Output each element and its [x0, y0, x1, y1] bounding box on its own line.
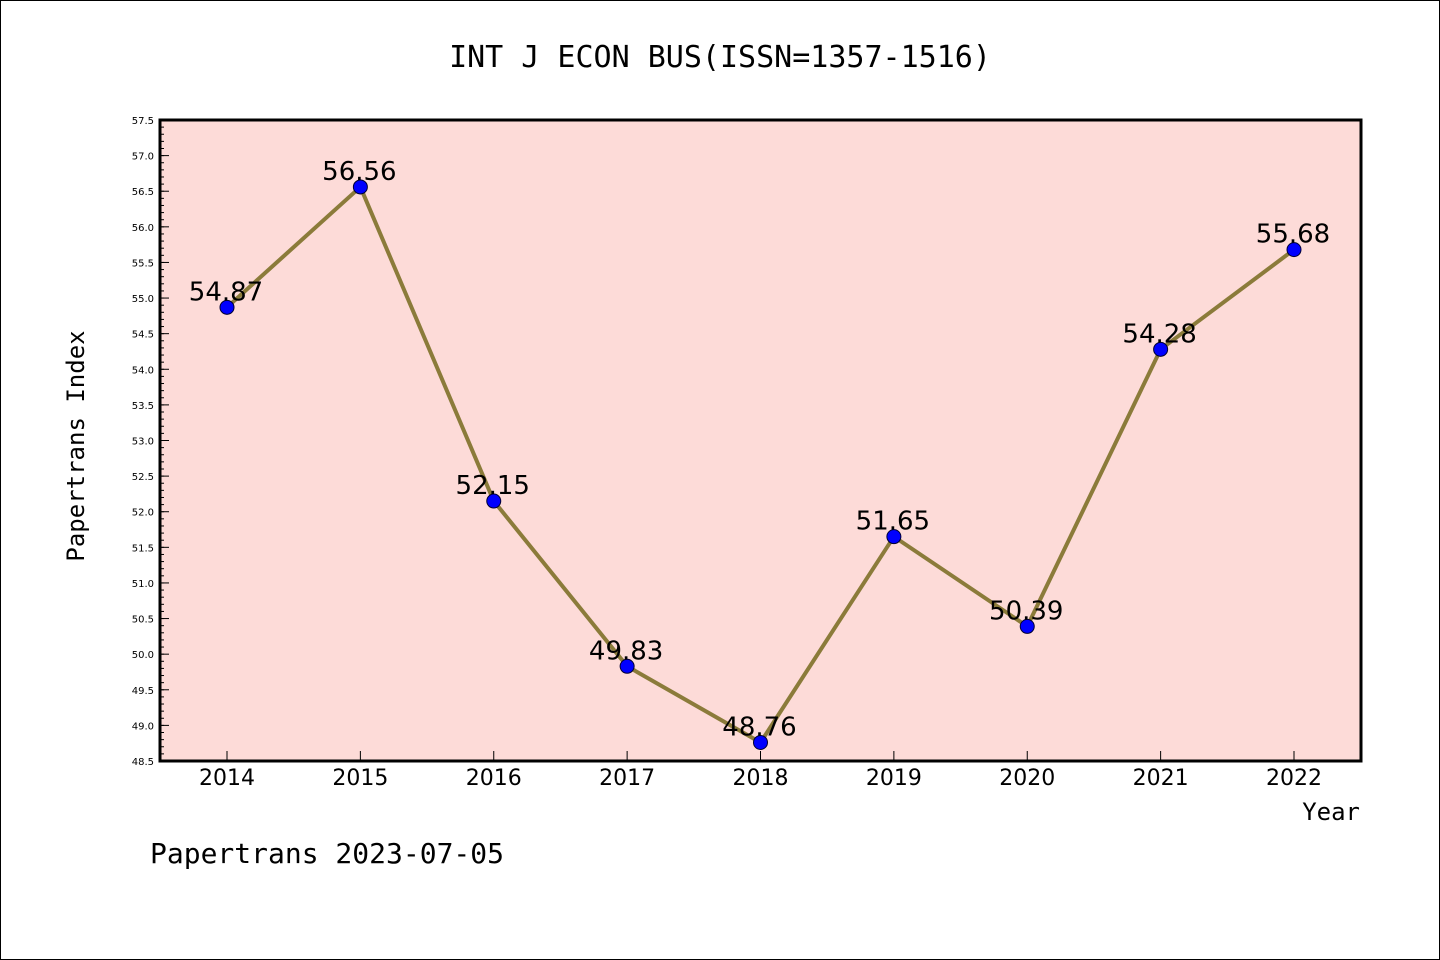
x-tick-label: 2018	[733, 766, 789, 791]
x-axis-label: Year	[1302, 798, 1360, 826]
data-point	[486, 493, 502, 509]
y-tick-label: 49.0	[132, 721, 154, 732]
y-tick-label: 54.0	[132, 365, 154, 376]
data-point	[1286, 242, 1302, 258]
y-tick-label: 51.5	[132, 543, 154, 554]
y-tick-label: 54.5	[132, 330, 154, 341]
data-label: 50.39	[989, 596, 1063, 626]
data-point	[619, 658, 635, 674]
x-tick-label: 2019	[866, 766, 922, 791]
x-tick-label: 2021	[1133, 766, 1189, 791]
y-tick-label: 52.0	[132, 508, 154, 519]
y-tick-label: 49.5	[132, 686, 154, 697]
y-tick-label: 52.5	[132, 472, 154, 483]
data-point	[219, 299, 235, 315]
data-point	[1019, 618, 1035, 634]
y-tick-label: 48.5	[132, 757, 154, 768]
y-axis-ticks: 48.5 49.0 49.5 50.0 50.5 51.0 51.5 52.0 52.5 53.0…	[132, 116, 169, 768]
x-tick-label: 2014	[199, 766, 255, 791]
y-axis-label: Papertrans Index	[62, 330, 90, 561]
y-tick-label: 57.5	[132, 116, 154, 127]
y-tick-label: 55.0	[132, 294, 154, 305]
chart-title: INT J ECON BUS(ISSN=1357-1516)	[449, 40, 991, 75]
data-label: 52.15	[456, 471, 530, 501]
plot-border	[158, 118, 1363, 763]
y-tick-label: 57.0	[132, 152, 154, 163]
data-label: 51.65	[856, 507, 930, 537]
y-tick-label: 53.0	[132, 437, 154, 448]
data-point	[886, 529, 902, 545]
data-point	[753, 734, 768, 750]
x-tick-label: 2015	[332, 766, 388, 791]
y-tick-label: 55.5	[132, 258, 154, 269]
data-labels: 54.87 56.56 52.15 49.83 48.76 51.65 50.39 54.28…	[189, 157, 1330, 743]
x-tick-label: 2022	[1266, 766, 1322, 791]
x-tick-label: 2020	[999, 766, 1055, 791]
y-tick-label: 53.5	[132, 401, 154, 412]
y-tick-label: 56.5	[132, 187, 154, 198]
plot-area	[160, 120, 1361, 761]
data-label: 56.56	[322, 157, 396, 187]
x-tick-label: 2017	[599, 766, 655, 791]
x-axis-ticks: 2014 2015 2016 2017 2018 2019 2020 2021 2022	[199, 751, 1322, 791]
y-tick-label: 50.5	[132, 615, 154, 626]
data-label: 54.28	[1122, 319, 1196, 349]
y-tick-label: 50.0	[132, 650, 154, 661]
data-point	[1153, 341, 1169, 357]
data-label: 48.76	[722, 712, 796, 742]
footer-text: Papertrans 2023-07-05	[150, 837, 504, 870]
data-label: 55.68	[1256, 220, 1330, 250]
y-tick-label: 51.0	[132, 579, 154, 590]
data-label: 54.87	[189, 277, 263, 307]
data-label: 49.83	[589, 636, 663, 666]
data-point	[352, 179, 368, 195]
y-tick-label: 56.0	[132, 223, 154, 234]
x-tick-label: 2016	[466, 766, 522, 791]
data-markers	[219, 179, 1302, 750]
